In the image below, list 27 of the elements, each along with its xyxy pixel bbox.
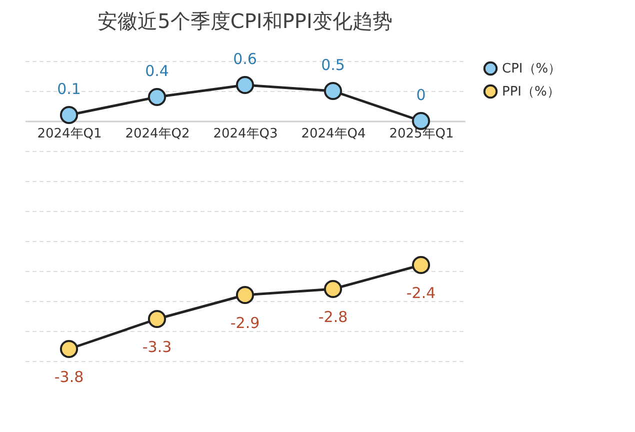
data-label: 0 bbox=[416, 86, 426, 104]
point bbox=[236, 76, 254, 94]
x-tick-label: 2024年Q1 bbox=[37, 126, 102, 142]
data-label: 0.4 bbox=[145, 62, 169, 80]
point bbox=[236, 286, 254, 304]
chart-title: 安徽近5个季度CPI和PPI变化趋势 bbox=[98, 9, 392, 33]
point bbox=[412, 256, 430, 274]
point bbox=[324, 82, 342, 100]
point bbox=[324, 280, 342, 298]
data-label: 0.5 bbox=[321, 56, 345, 74]
point bbox=[60, 340, 78, 358]
x-tick-label: 2024年Q2 bbox=[125, 126, 190, 142]
x-tick-label: 2024年Q3 bbox=[213, 126, 278, 142]
legend-label: CPI（%） bbox=[502, 62, 562, 76]
data-label: 0.6 bbox=[233, 50, 257, 68]
x-tick-label: 2024年Q4 bbox=[301, 126, 366, 142]
legend-label: PPI（%） bbox=[502, 84, 560, 100]
data-label: -3.8 bbox=[54, 368, 84, 386]
point bbox=[60, 106, 78, 124]
data-label: -3.3 bbox=[142, 338, 172, 356]
data-label: -2.8 bbox=[318, 308, 348, 326]
data-label: 0.1 bbox=[57, 80, 81, 98]
data-label: -2.4 bbox=[406, 284, 436, 302]
x-tick-label: 2025年Q1 bbox=[389, 126, 454, 142]
point bbox=[148, 310, 166, 328]
data-label: -2.9 bbox=[230, 314, 260, 332]
point bbox=[148, 88, 166, 106]
